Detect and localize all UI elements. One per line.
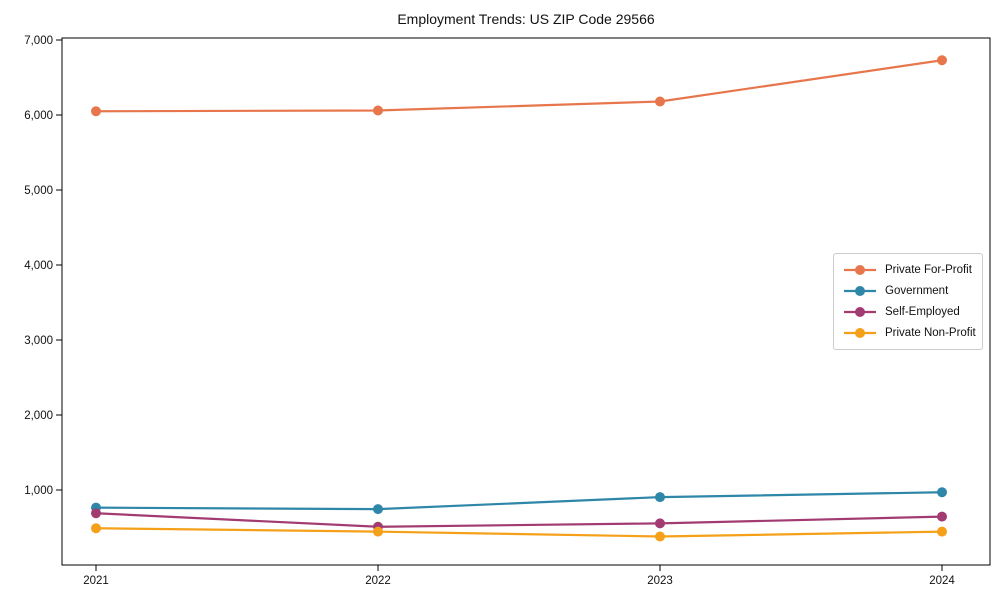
x-tick-label: 2022 [365,575,391,587]
data-point [373,526,383,537]
series-line [95,512,943,528]
legend-dot [855,286,865,296]
data-point [91,106,101,117]
series-line [95,527,943,538]
data-point [937,511,947,522]
legend-dot [855,328,865,338]
y-tick-label: 7,000 [24,35,53,47]
data-point [655,96,665,107]
legend-dot [855,307,865,317]
legend-label: Self-Employed [885,306,960,318]
data-point [373,105,383,116]
plot-border [61,37,991,566]
data-point [937,526,947,537]
y-tick-label: 4,000 [24,260,53,272]
data-point [655,492,665,503]
legend: Private For-Profit Government Self-Employe… [833,253,983,350]
x-tick-label: 2023 [647,575,673,587]
data-point [91,508,101,519]
y-tick-label: 6,000 [24,110,53,122]
data-point [91,523,101,534]
legend-item: Government [843,282,973,300]
data-point [937,487,947,498]
data-point [655,518,665,529]
x-tick-label: 2024 [929,575,955,587]
legend-label: Private For-Profit [885,264,972,276]
data-point [373,504,383,515]
legend-label: Government [885,285,949,297]
legend-line-marker-icon [844,265,876,275]
chart-title: Employment Trends: US ZIP Code 29566 [397,11,655,27]
y-tick-label: 5,000 [24,185,53,197]
legend-line-marker-icon [844,307,876,317]
legend-line-marker-icon [844,328,876,338]
legend-line-marker-icon [844,286,876,296]
legend-item: Private Non-Profit [843,324,976,342]
y-tick-label: 3,000 [24,335,53,347]
series-line [95,491,943,511]
series-line [95,59,943,113]
legend-item: Self-Employed [843,303,973,321]
x-tick-label: 2021 [83,575,109,587]
y-tick-label: 1,000 [24,485,53,497]
data-point [655,531,665,542]
legend-item: Private For-Profit [843,261,973,279]
data-point [937,55,947,66]
legend-dot [855,265,865,275]
y-tick-label: 2,000 [24,410,53,422]
legend-label: Private Non-Profit [885,327,976,339]
